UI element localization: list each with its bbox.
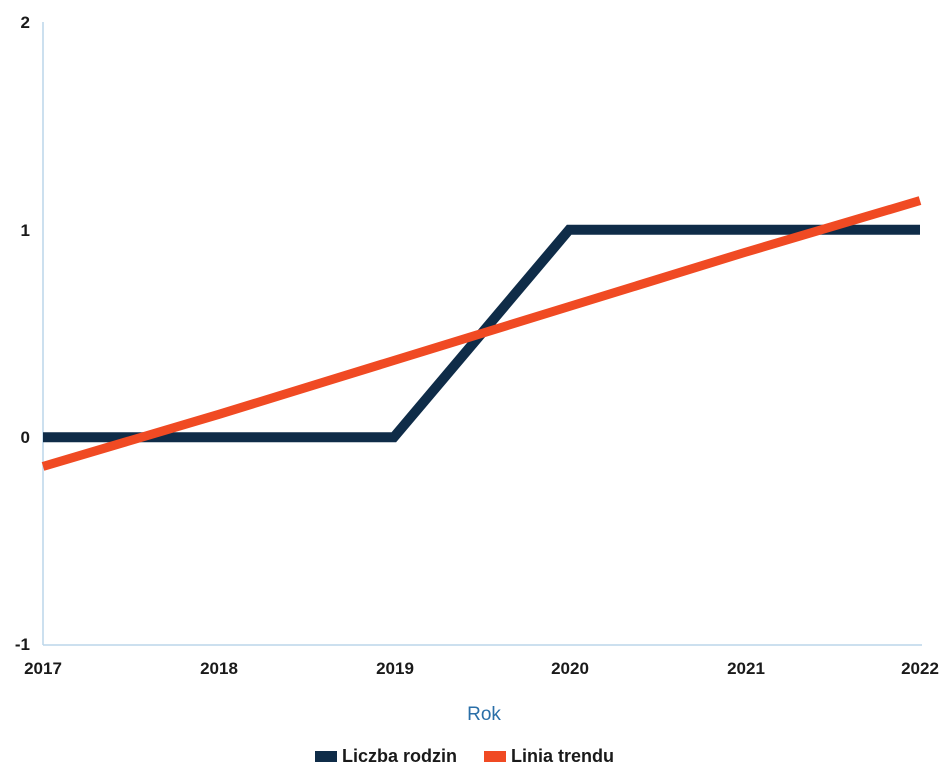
y-tick-label: 2: [21, 13, 30, 32]
series-line-linia-trendu: [41, 196, 922, 471]
legend-label-linia-trendu: Linia trendu: [511, 746, 614, 766]
x-tick-label: 2021: [727, 659, 765, 678]
x-tick-label: 2018: [200, 659, 238, 678]
x-axis-title: Rok: [467, 704, 501, 725]
x-tick-labels: 2017 2018 2019 2020 2021 2022: [24, 659, 939, 678]
y-tick-label: -1: [15, 635, 30, 654]
axes: [42, 22, 922, 646]
x-tick-label: 2022: [901, 659, 939, 678]
y-tick-label: 1: [21, 221, 30, 240]
x-tick-label: 2020: [551, 659, 589, 678]
legend: Liczba rodzin Linia trendu: [315, 746, 614, 766]
legend-swatch-linia-trendu: [484, 751, 506, 762]
y-tick-label: 0: [21, 428, 30, 447]
series-lines: [41, 196, 922, 471]
x-tick-label: 2017: [24, 659, 62, 678]
y-tick-labels: 2 1 0 -1: [15, 13, 30, 654]
legend-label-liczba-rodzin: Liczba rodzin: [342, 746, 457, 766]
x-tick-label: 2019: [376, 659, 414, 678]
legend-swatch-liczba-rodzin: [315, 751, 337, 762]
